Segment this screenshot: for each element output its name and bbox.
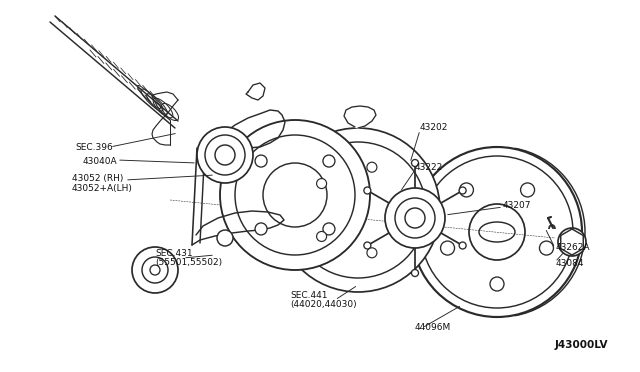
- Circle shape: [317, 231, 326, 241]
- Circle shape: [220, 120, 370, 270]
- Circle shape: [460, 183, 474, 197]
- Text: 43052 (RH): 43052 (RH): [72, 174, 124, 183]
- Circle shape: [421, 156, 573, 308]
- Text: SEC.431: SEC.431: [155, 248, 193, 257]
- Circle shape: [398, 205, 408, 215]
- Circle shape: [255, 223, 267, 235]
- Circle shape: [215, 145, 235, 165]
- Circle shape: [205, 135, 245, 175]
- Text: (44020,44030): (44020,44030): [290, 301, 356, 310]
- Polygon shape: [561, 229, 583, 255]
- Polygon shape: [246, 83, 265, 100]
- Text: 43207: 43207: [503, 201, 531, 209]
- Circle shape: [150, 265, 160, 275]
- Text: 43222: 43222: [415, 164, 444, 173]
- Circle shape: [490, 277, 504, 291]
- Circle shape: [276, 128, 440, 292]
- Circle shape: [217, 230, 233, 246]
- Text: 43202: 43202: [420, 124, 449, 132]
- Circle shape: [323, 155, 335, 167]
- Text: (55501,55502): (55501,55502): [155, 259, 222, 267]
- Circle shape: [263, 163, 327, 227]
- Circle shape: [469, 204, 525, 260]
- Circle shape: [364, 187, 371, 194]
- Circle shape: [323, 223, 335, 235]
- Circle shape: [558, 228, 586, 256]
- Circle shape: [142, 257, 168, 283]
- Circle shape: [395, 198, 435, 238]
- Circle shape: [412, 160, 419, 167]
- Circle shape: [440, 241, 454, 255]
- Polygon shape: [344, 106, 376, 128]
- Circle shape: [132, 247, 178, 293]
- Text: 43040A: 43040A: [83, 157, 118, 166]
- Circle shape: [385, 188, 445, 248]
- Text: 44096M: 44096M: [415, 324, 451, 333]
- Circle shape: [412, 269, 419, 276]
- Text: SEC.441: SEC.441: [290, 291, 328, 299]
- Polygon shape: [225, 110, 285, 148]
- Text: SEC.396: SEC.396: [75, 144, 113, 153]
- Circle shape: [459, 242, 466, 249]
- Circle shape: [235, 135, 355, 255]
- Circle shape: [412, 147, 582, 317]
- Circle shape: [540, 241, 554, 255]
- Circle shape: [405, 208, 425, 228]
- Circle shape: [290, 142, 426, 278]
- Circle shape: [367, 248, 377, 258]
- Circle shape: [317, 179, 326, 189]
- Circle shape: [459, 187, 466, 194]
- Circle shape: [520, 183, 534, 197]
- Text: 43084: 43084: [556, 259, 584, 267]
- Circle shape: [197, 127, 253, 183]
- Circle shape: [255, 155, 267, 167]
- Circle shape: [564, 234, 580, 250]
- Text: 43262A: 43262A: [556, 244, 591, 253]
- Circle shape: [367, 162, 377, 172]
- Text: J43000LV: J43000LV: [554, 340, 608, 350]
- Circle shape: [364, 242, 371, 249]
- Ellipse shape: [479, 222, 515, 242]
- Text: 43052+A(LH): 43052+A(LH): [72, 185, 133, 193]
- Polygon shape: [192, 211, 284, 245]
